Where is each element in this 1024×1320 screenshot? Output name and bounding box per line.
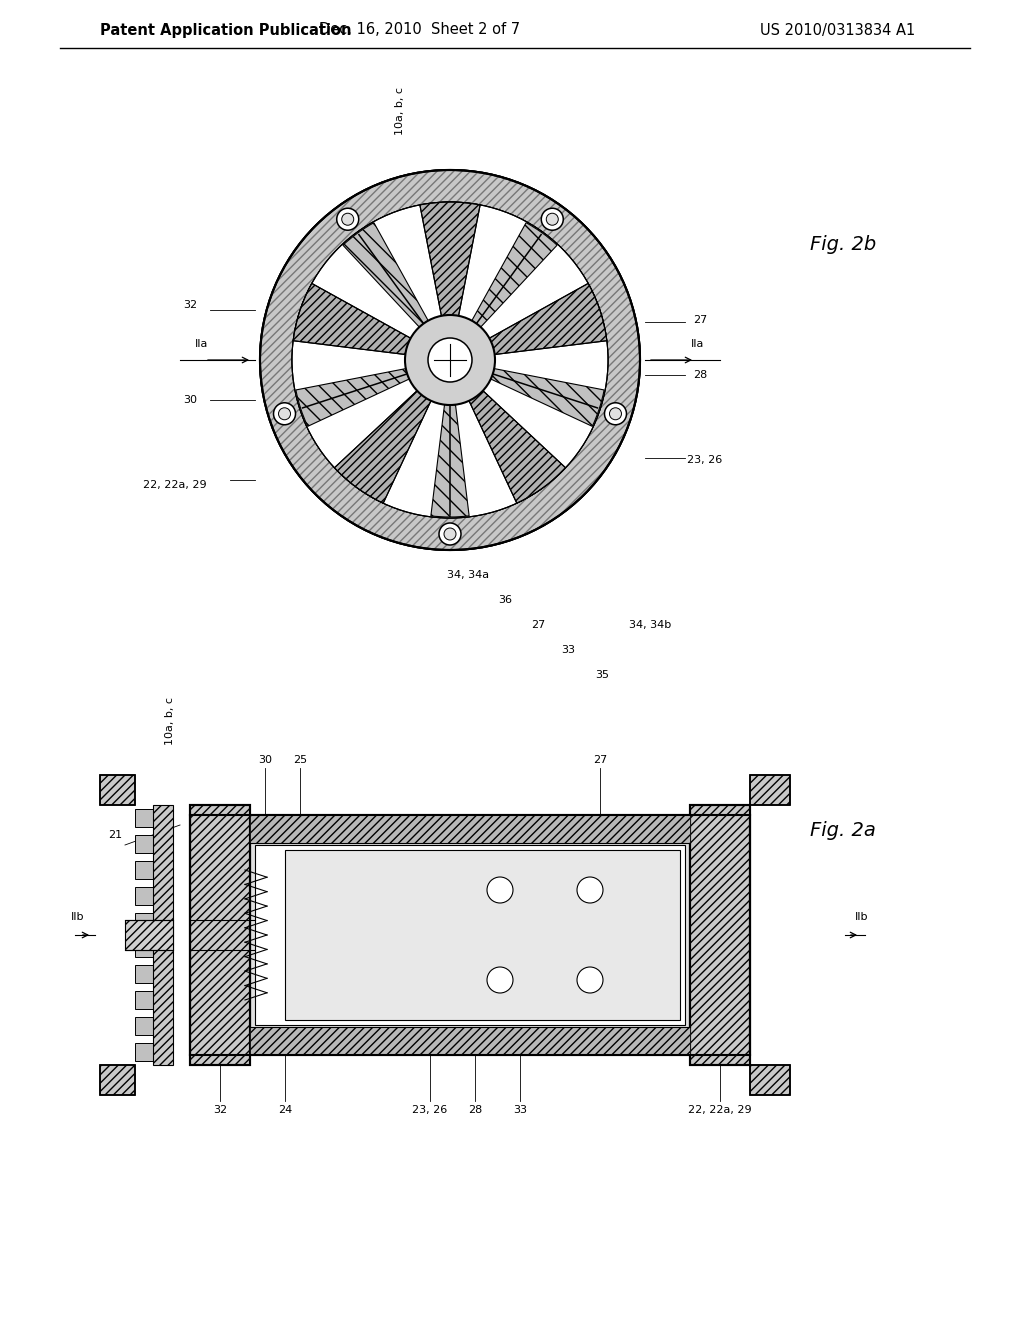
Text: IIb: IIb xyxy=(855,912,868,921)
Circle shape xyxy=(604,403,627,425)
Circle shape xyxy=(292,202,608,517)
Circle shape xyxy=(439,523,461,545)
Bar xyxy=(135,991,153,1008)
Circle shape xyxy=(577,876,603,903)
Text: 33: 33 xyxy=(513,1105,527,1115)
Wedge shape xyxy=(466,385,565,503)
Text: 21: 21 xyxy=(108,830,122,840)
Bar xyxy=(285,850,680,1020)
Text: 25: 25 xyxy=(293,755,307,766)
Text: Fig. 2b: Fig. 2b xyxy=(810,235,877,255)
Bar xyxy=(750,1065,790,1096)
Circle shape xyxy=(279,408,291,420)
Circle shape xyxy=(577,968,603,993)
Bar xyxy=(135,809,153,828)
Bar xyxy=(750,1065,790,1096)
Text: 30: 30 xyxy=(258,755,272,766)
Bar xyxy=(135,965,153,983)
Circle shape xyxy=(487,876,513,903)
Text: 22, 22a, 29: 22, 22a, 29 xyxy=(688,1105,752,1115)
Bar xyxy=(690,805,750,1065)
Bar xyxy=(190,805,250,1065)
Circle shape xyxy=(337,209,358,230)
Wedge shape xyxy=(343,223,428,327)
Text: 34, 34b: 34, 34b xyxy=(629,620,671,630)
Text: 27a: 27a xyxy=(564,920,586,931)
Bar xyxy=(135,1016,153,1035)
Text: 33: 33 xyxy=(561,645,575,655)
Bar xyxy=(100,1065,135,1096)
Bar xyxy=(135,861,153,879)
Bar xyxy=(255,845,685,1026)
Bar xyxy=(690,805,750,1065)
Text: Patent Application Publication: Patent Application Publication xyxy=(100,22,351,37)
Wedge shape xyxy=(490,368,604,426)
Circle shape xyxy=(406,315,495,405)
Bar xyxy=(100,1065,135,1096)
Text: Dec. 16, 2010  Sheet 2 of 7: Dec. 16, 2010 Sheet 2 of 7 xyxy=(319,22,520,37)
Circle shape xyxy=(542,209,563,230)
Text: 32: 32 xyxy=(183,300,197,310)
Text: 23, 26: 23, 26 xyxy=(413,1105,447,1115)
Bar xyxy=(250,1027,690,1055)
Text: 35: 35 xyxy=(595,671,609,680)
Circle shape xyxy=(342,214,353,226)
Text: 27: 27 xyxy=(693,315,708,325)
Bar xyxy=(100,775,135,805)
Text: 10a, b, c: 10a, b, c xyxy=(165,697,175,744)
Text: 27: 27 xyxy=(530,620,545,630)
Circle shape xyxy=(273,403,296,425)
Bar xyxy=(750,775,790,805)
Text: IIb: IIb xyxy=(72,912,85,921)
Circle shape xyxy=(260,170,640,550)
Circle shape xyxy=(609,408,622,420)
Bar xyxy=(135,939,153,957)
Wedge shape xyxy=(296,368,410,426)
Circle shape xyxy=(428,338,472,381)
Wedge shape xyxy=(420,202,480,322)
Wedge shape xyxy=(472,223,557,327)
Text: 23, 26: 23, 26 xyxy=(687,455,723,465)
Bar xyxy=(190,805,250,1065)
Wedge shape xyxy=(260,170,640,550)
Bar xyxy=(153,805,173,1065)
Text: 32: 32 xyxy=(213,1105,227,1115)
Bar xyxy=(250,814,690,843)
Circle shape xyxy=(444,528,456,540)
Text: 30: 30 xyxy=(183,395,197,405)
Bar xyxy=(250,814,690,1055)
Text: 24: 24 xyxy=(278,1105,292,1115)
Text: 36: 36 xyxy=(498,595,512,605)
Text: 28: 28 xyxy=(693,370,708,380)
Text: 27: 27 xyxy=(593,755,607,766)
Text: 22, 22a, 29: 22, 22a, 29 xyxy=(143,480,207,490)
Wedge shape xyxy=(483,284,607,355)
Circle shape xyxy=(487,968,513,993)
Text: IIa: IIa xyxy=(691,339,705,348)
Circle shape xyxy=(546,214,558,226)
Wedge shape xyxy=(431,405,469,517)
Bar xyxy=(750,775,790,805)
Wedge shape xyxy=(335,385,434,503)
Bar xyxy=(125,920,173,950)
Bar xyxy=(100,775,135,805)
Bar xyxy=(135,887,153,906)
Text: IIa: IIa xyxy=(196,339,209,348)
Bar xyxy=(135,913,153,931)
Text: Fig. 2a: Fig. 2a xyxy=(810,821,876,840)
Text: 28: 28 xyxy=(468,1105,482,1115)
Wedge shape xyxy=(293,284,417,355)
Text: 10a, b, c: 10a, b, c xyxy=(395,87,406,135)
Text: US 2010/0313834 A1: US 2010/0313834 A1 xyxy=(760,22,915,37)
Text: 34, 34a: 34, 34a xyxy=(446,570,489,579)
Bar xyxy=(135,1043,153,1061)
Bar xyxy=(135,836,153,853)
